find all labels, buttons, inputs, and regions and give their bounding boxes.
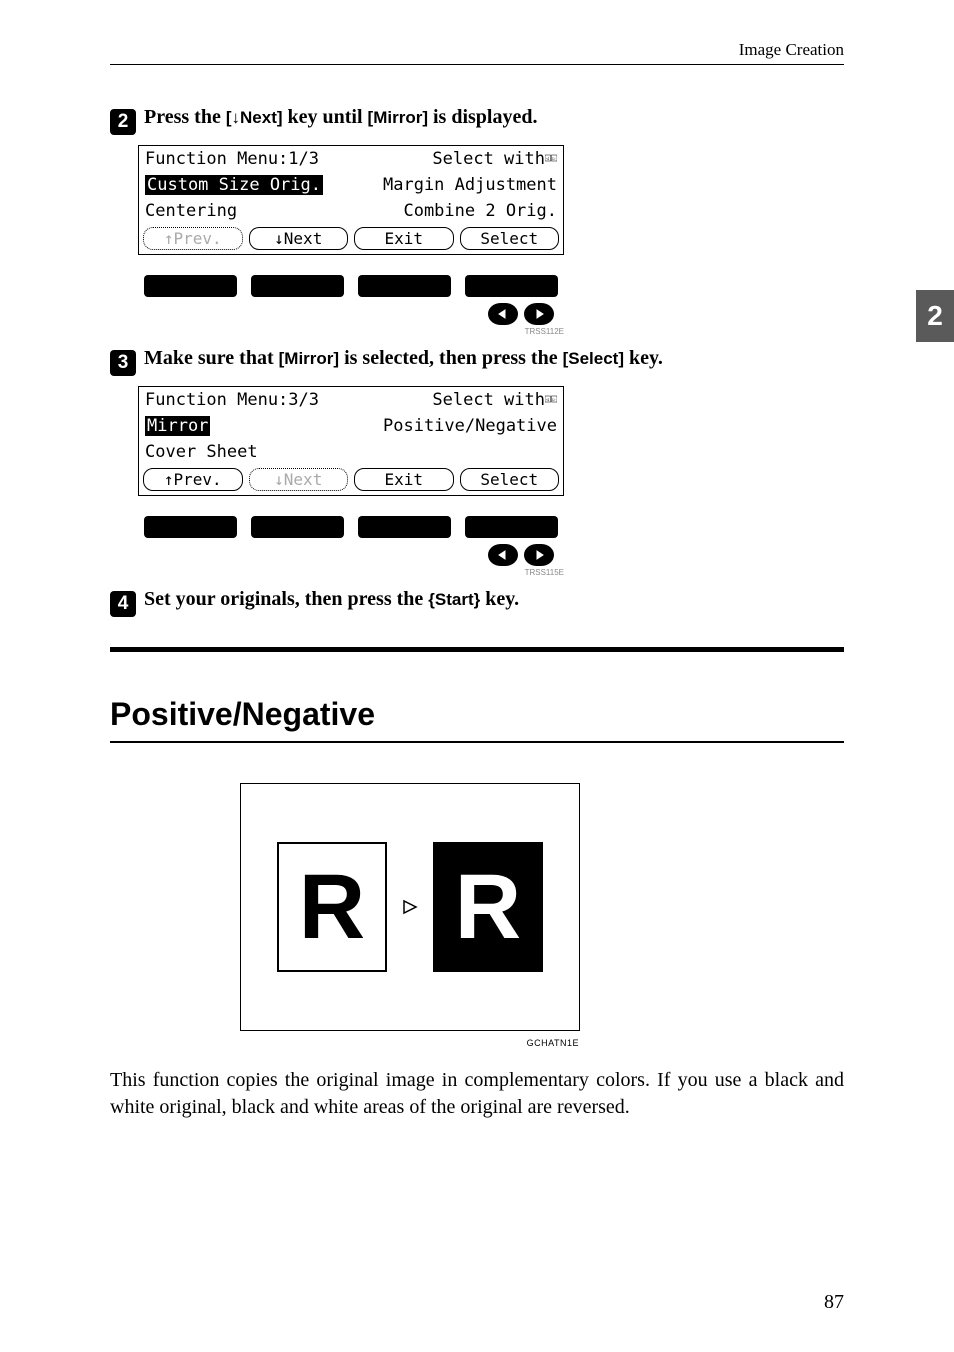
step-2-num: 2 — [110, 109, 136, 135]
left-right-icon: ◁▷ — [545, 393, 557, 405]
soft-key — [358, 516, 451, 538]
step-3: 3 Make sure that [Mirror] is selected, t… — [110, 346, 844, 372]
lcd2-btn-select: Select — [460, 468, 560, 491]
svg-text:◁: ◁ — [546, 397, 549, 403]
arrow-left-icon — [497, 549, 509, 561]
right-arrow-button — [524, 303, 554, 325]
lcd-frame-2: Function Menu:3/3 Select with◁▷ Mirror P… — [138, 386, 564, 496]
lcd1-row-3: Centering Combine 2 Orig. — [139, 198, 563, 224]
lcd2-btn-prev: ↑Prev. — [143, 468, 243, 491]
chapter-tab: 2 — [916, 290, 954, 342]
arrow-right-icon — [533, 549, 545, 561]
lcd1-code: TRSS112E — [138, 327, 564, 336]
arrow-left-icon — [497, 308, 509, 320]
lcd-frame-1: Function Menu:1/3 Select with◁▷ Custom S… — [138, 145, 564, 255]
lcd2-r2-left: Mirror — [145, 416, 210, 436]
mirror-label-2: [Mirror] — [279, 349, 339, 368]
lcd2-btn-exit: Exit — [354, 468, 454, 491]
step-4-post: key. — [480, 588, 519, 610]
page: Image Creation 2 2 Press the [↓Next] key… — [0, 0, 954, 1352]
step-2-pre: Press the — [144, 106, 226, 128]
page-number: 87 — [824, 1291, 844, 1314]
illus-positive-r: R — [277, 842, 387, 972]
left-arrow-button — [488, 544, 518, 566]
soft-key — [251, 516, 344, 538]
step-4-text: Set your originals, then press the {Star… — [144, 588, 519, 611]
lcd2-row-2: Mirror Positive/Negative — [139, 413, 563, 439]
soft-key — [358, 275, 451, 297]
soft-key — [144, 275, 237, 297]
arrow-row-1 — [138, 303, 564, 325]
lcd1-title-right: Select with◁▷ — [432, 149, 557, 169]
step-3-post: key. — [624, 347, 663, 369]
soft-key — [465, 275, 558, 297]
section-body: This function copies the original image … — [110, 1067, 844, 1121]
lcd1-title-left: Function Menu:1/3 — [145, 149, 432, 169]
lcd2-r3-left: Cover Sheet — [145, 442, 258, 462]
lcd2-row-3: Cover Sheet — [139, 439, 563, 465]
step-3-num: 3 — [110, 350, 136, 376]
lcd1-title-right-text: Select with — [432, 149, 545, 169]
svg-text:◁: ◁ — [546, 156, 549, 162]
lcd1-r2-right: Margin Adjustment — [383, 175, 557, 195]
step-2: 2 Press the [↓Next] key until [Mirror] i… — [110, 105, 844, 131]
next-key-label: [↓Next] — [226, 108, 283, 127]
step-3-mid: is selected, then press the — [339, 347, 563, 369]
right-arrow-button — [524, 544, 554, 566]
arrow-right-icon — [399, 896, 421, 918]
lcd-block-2: Function Menu:3/3 Select with◁▷ Mirror P… — [138, 386, 844, 577]
step-3-pre: Make sure that — [144, 347, 279, 369]
step-2-mid: key until — [283, 106, 368, 128]
lcd2-title-left: Function Menu:3/3 — [145, 390, 432, 410]
step-4-pre: Set your originals, then press the — [144, 588, 428, 610]
step-2-text: Press the [↓Next] key until [Mirror] is … — [144, 106, 537, 129]
svg-text:▷: ▷ — [553, 156, 556, 162]
lcd2-code: TRSS115E — [138, 568, 564, 577]
lcd1-btn-select: Select — [460, 227, 560, 250]
lcd1-row-2: Custom Size Orig. Margin Adjustment — [139, 172, 563, 198]
step-3-text: Make sure that [Mirror] is selected, the… — [144, 347, 663, 370]
soft-key — [251, 275, 344, 297]
lcd2-btn-next: ↓Next — [249, 468, 349, 491]
lcd1-btn-prev: ↑Prev. — [143, 227, 243, 250]
select-key-label: [Select] — [563, 349, 624, 368]
mirror-label-1: [Mirror] — [368, 108, 428, 127]
illus-negative-r: R — [433, 842, 543, 972]
lcd-block-1: Function Menu:1/3 Select with◁▷ Custom S… — [138, 145, 844, 336]
lcd1-btn-row: ↑Prev. ↓Next Exit Select — [139, 224, 563, 254]
header-right: Image Creation — [110, 40, 844, 60]
lcd2-title-row: Function Menu:3/3 Select with◁▷ — [139, 387, 563, 413]
lcd1-r3-right: Combine 2 Orig. — [403, 201, 557, 221]
lcd2-btn-row: ↑Prev. ↓Next Exit Select — [139, 465, 563, 495]
header-rule — [110, 64, 844, 65]
lcd2-title-right: Select with◁▷ — [432, 390, 557, 410]
left-arrow-button — [488, 303, 518, 325]
section: Positive/Negative R R GCHATN1E This func… — [110, 647, 844, 1121]
step-4: 4 Set your originals, then press the {St… — [110, 587, 844, 613]
step-4-num: 4 — [110, 591, 136, 617]
section-bottom-rule — [110, 741, 844, 743]
section-heading: Positive/Negative — [110, 696, 844, 733]
step-2-post: is displayed. — [428, 106, 537, 128]
soft-key — [144, 516, 237, 538]
lcd2-r2-right: Positive/Negative — [383, 416, 557, 436]
lcd1-title-row: Function Menu:1/3 Select with◁▷ — [139, 146, 563, 172]
lcd1-r3-left: Centering — [145, 201, 237, 221]
soft-key-bar-2 — [138, 516, 564, 538]
arrow-row-2 — [138, 544, 564, 566]
left-right-icon: ◁▷ — [545, 152, 557, 164]
soft-key — [465, 516, 558, 538]
lcd1-r2-left: Custom Size Orig. — [145, 175, 323, 195]
lcd2-title-right-text: Select with — [432, 390, 545, 410]
section-top-rule — [110, 647, 844, 652]
lcd1-btn-exit: Exit — [354, 227, 454, 250]
start-key-l: { — [428, 590, 435, 609]
lcd1-btn-next: ↓Next — [249, 227, 349, 250]
arrow-right-icon — [533, 308, 545, 320]
illus-code: GCHATN1E — [527, 1038, 579, 1048]
start-key-label: Start — [435, 590, 474, 609]
svg-text:▷: ▷ — [553, 397, 556, 403]
soft-key-bar-1 — [138, 275, 564, 297]
pos-neg-illustration: R R GCHATN1E — [240, 783, 580, 1031]
